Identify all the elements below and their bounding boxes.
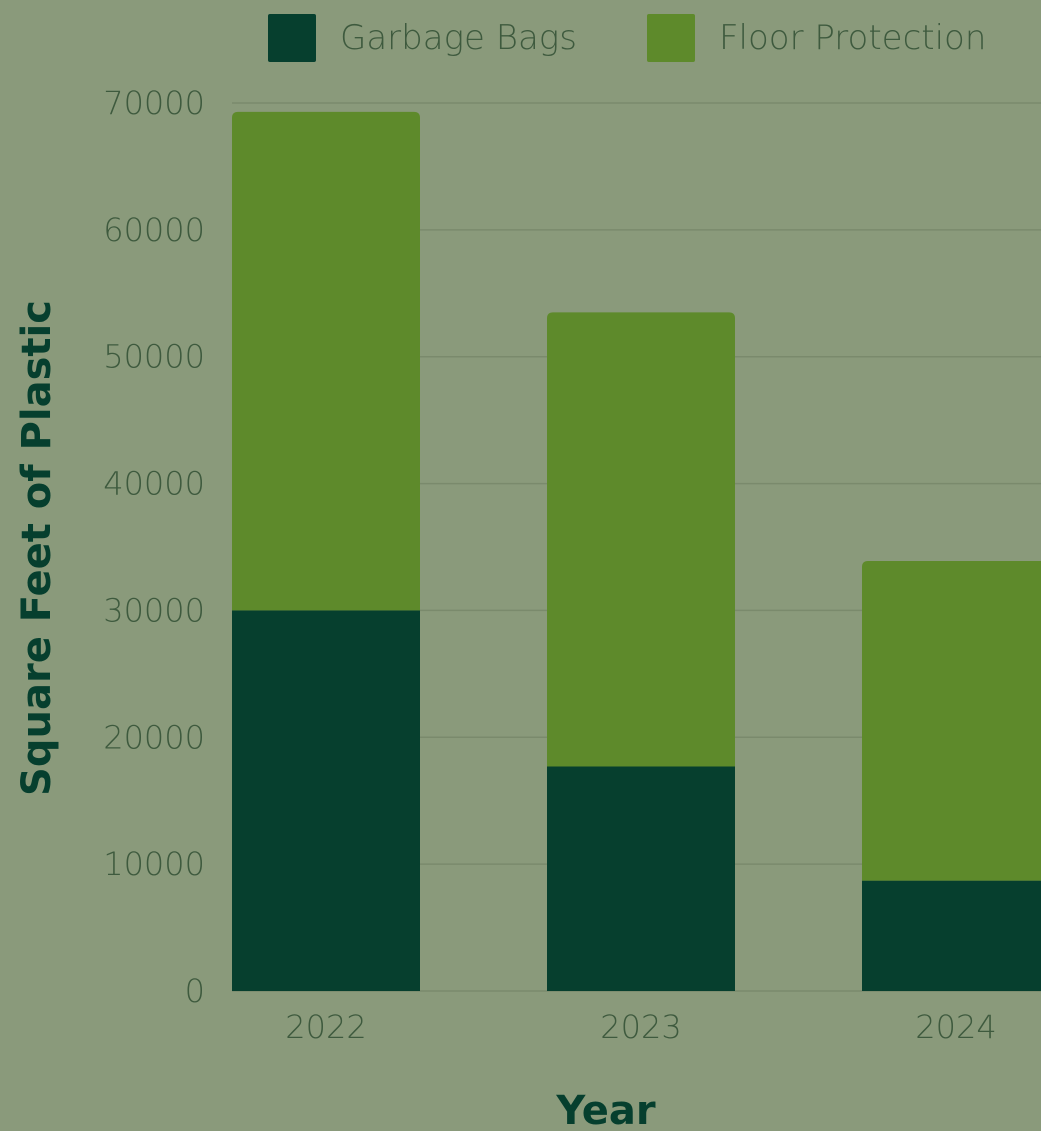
bar-garbage-bags-2023: [547, 766, 735, 991]
x-tick-label: 2024: [915, 1008, 996, 1046]
x-tick-label: 2023: [600, 1008, 681, 1046]
y-tick-label: 0: [185, 972, 205, 1010]
y-axis-title: Square Feet of Plastic: [14, 300, 60, 796]
legend-label: Garbage Bags: [340, 18, 577, 58]
y-tick-label: 40000: [103, 465, 205, 503]
legend-swatch: [268, 14, 316, 62]
y-tick-label: 50000: [103, 338, 205, 376]
bar-garbage-bags-2022: [232, 610, 420, 991]
y-axis-ticks: 0 10000 20000 30000 40000 50000 60000 70000: [103, 84, 205, 1010]
legend: Garbage Bags Floor Protection: [268, 14, 986, 62]
legend-swatch: [647, 14, 695, 62]
legend-label: Floor Protection: [719, 18, 986, 58]
bars: [232, 111, 1041, 991]
x-axis-ticks: 2022 2023 2024: [285, 1008, 996, 1046]
y-tick-label: 60000: [103, 211, 205, 249]
bar-floor-protection-2023: [547, 312, 735, 767]
x-axis-title: Year: [555, 1088, 655, 1131]
y-tick-label: 30000: [103, 591, 205, 629]
x-tick-label: 2022: [285, 1008, 366, 1046]
bar-garbage-bags-2024: [862, 880, 1041, 991]
y-tick-label: 10000: [103, 845, 205, 883]
y-tick-label: 20000: [103, 718, 205, 756]
y-tick-label: 70000: [103, 84, 205, 122]
bar-floor-protection-2022: [232, 111, 420, 611]
bar-floor-protection-2024: [862, 560, 1041, 881]
